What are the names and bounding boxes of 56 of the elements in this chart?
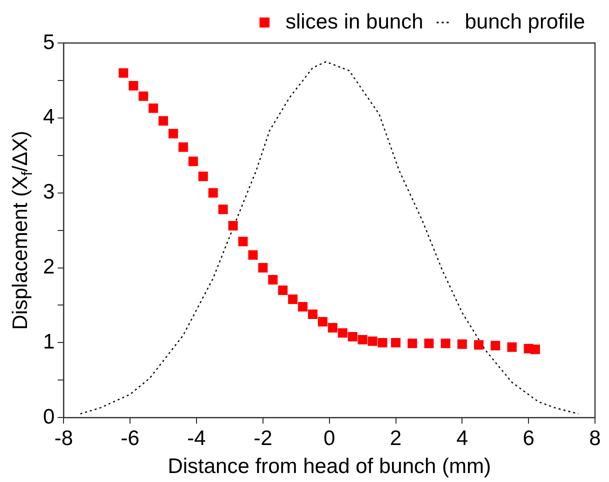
point xyxy=(368,336,378,346)
point xyxy=(507,342,517,352)
legend-label: bunch profile xyxy=(464,10,585,34)
point xyxy=(474,340,484,350)
x-tick-label: 4 xyxy=(456,426,468,450)
point xyxy=(268,275,278,284)
point xyxy=(128,80,138,90)
point xyxy=(424,338,434,348)
point xyxy=(408,338,418,348)
x-tick-label: 6 xyxy=(522,426,534,450)
point xyxy=(440,338,450,348)
y-tick-label: 2 xyxy=(42,256,55,279)
point xyxy=(318,316,328,326)
point xyxy=(178,142,188,152)
x-tick-label: 8 xyxy=(589,426,601,450)
x-tick-label: -2 xyxy=(254,426,272,450)
point xyxy=(328,322,338,332)
point xyxy=(218,204,228,214)
point xyxy=(158,116,168,126)
legend-label: slices in bunch xyxy=(286,10,424,34)
point xyxy=(118,68,128,78)
point xyxy=(298,302,308,312)
y-tick-label: 1 xyxy=(42,330,55,354)
point xyxy=(348,332,358,342)
x-tick-label: 0 xyxy=(323,426,336,450)
y-tick-label: 0 xyxy=(42,405,55,428)
point xyxy=(188,156,198,166)
x-tick-label: 2 xyxy=(390,426,402,450)
point xyxy=(288,294,298,304)
point xyxy=(278,285,288,295)
y-tick-label: 5 xyxy=(42,30,55,54)
point xyxy=(198,172,208,182)
point xyxy=(338,328,348,338)
point xyxy=(168,128,178,138)
x-axis-title: Distance from head of bunch (mm) xyxy=(168,455,491,478)
x-tick-label: -6 xyxy=(120,426,140,450)
point xyxy=(391,338,400,348)
point xyxy=(378,338,388,348)
y-axis-title: Displacement (Xf/ΔX) xyxy=(9,130,36,330)
point xyxy=(238,236,248,246)
point xyxy=(308,309,318,319)
point xyxy=(248,250,258,260)
point xyxy=(530,344,540,354)
point xyxy=(208,188,218,198)
point xyxy=(138,91,148,101)
line-series xyxy=(80,61,579,414)
point xyxy=(148,103,158,113)
point xyxy=(457,339,467,349)
x-tick-label: -8 xyxy=(54,426,74,450)
point xyxy=(358,334,368,344)
y-tick-label: 4 xyxy=(42,106,55,129)
point xyxy=(490,340,500,350)
x-tick-label: -4 xyxy=(187,426,206,450)
point xyxy=(258,263,268,273)
y-tick-label: 3 xyxy=(42,180,55,204)
point xyxy=(228,221,238,231)
